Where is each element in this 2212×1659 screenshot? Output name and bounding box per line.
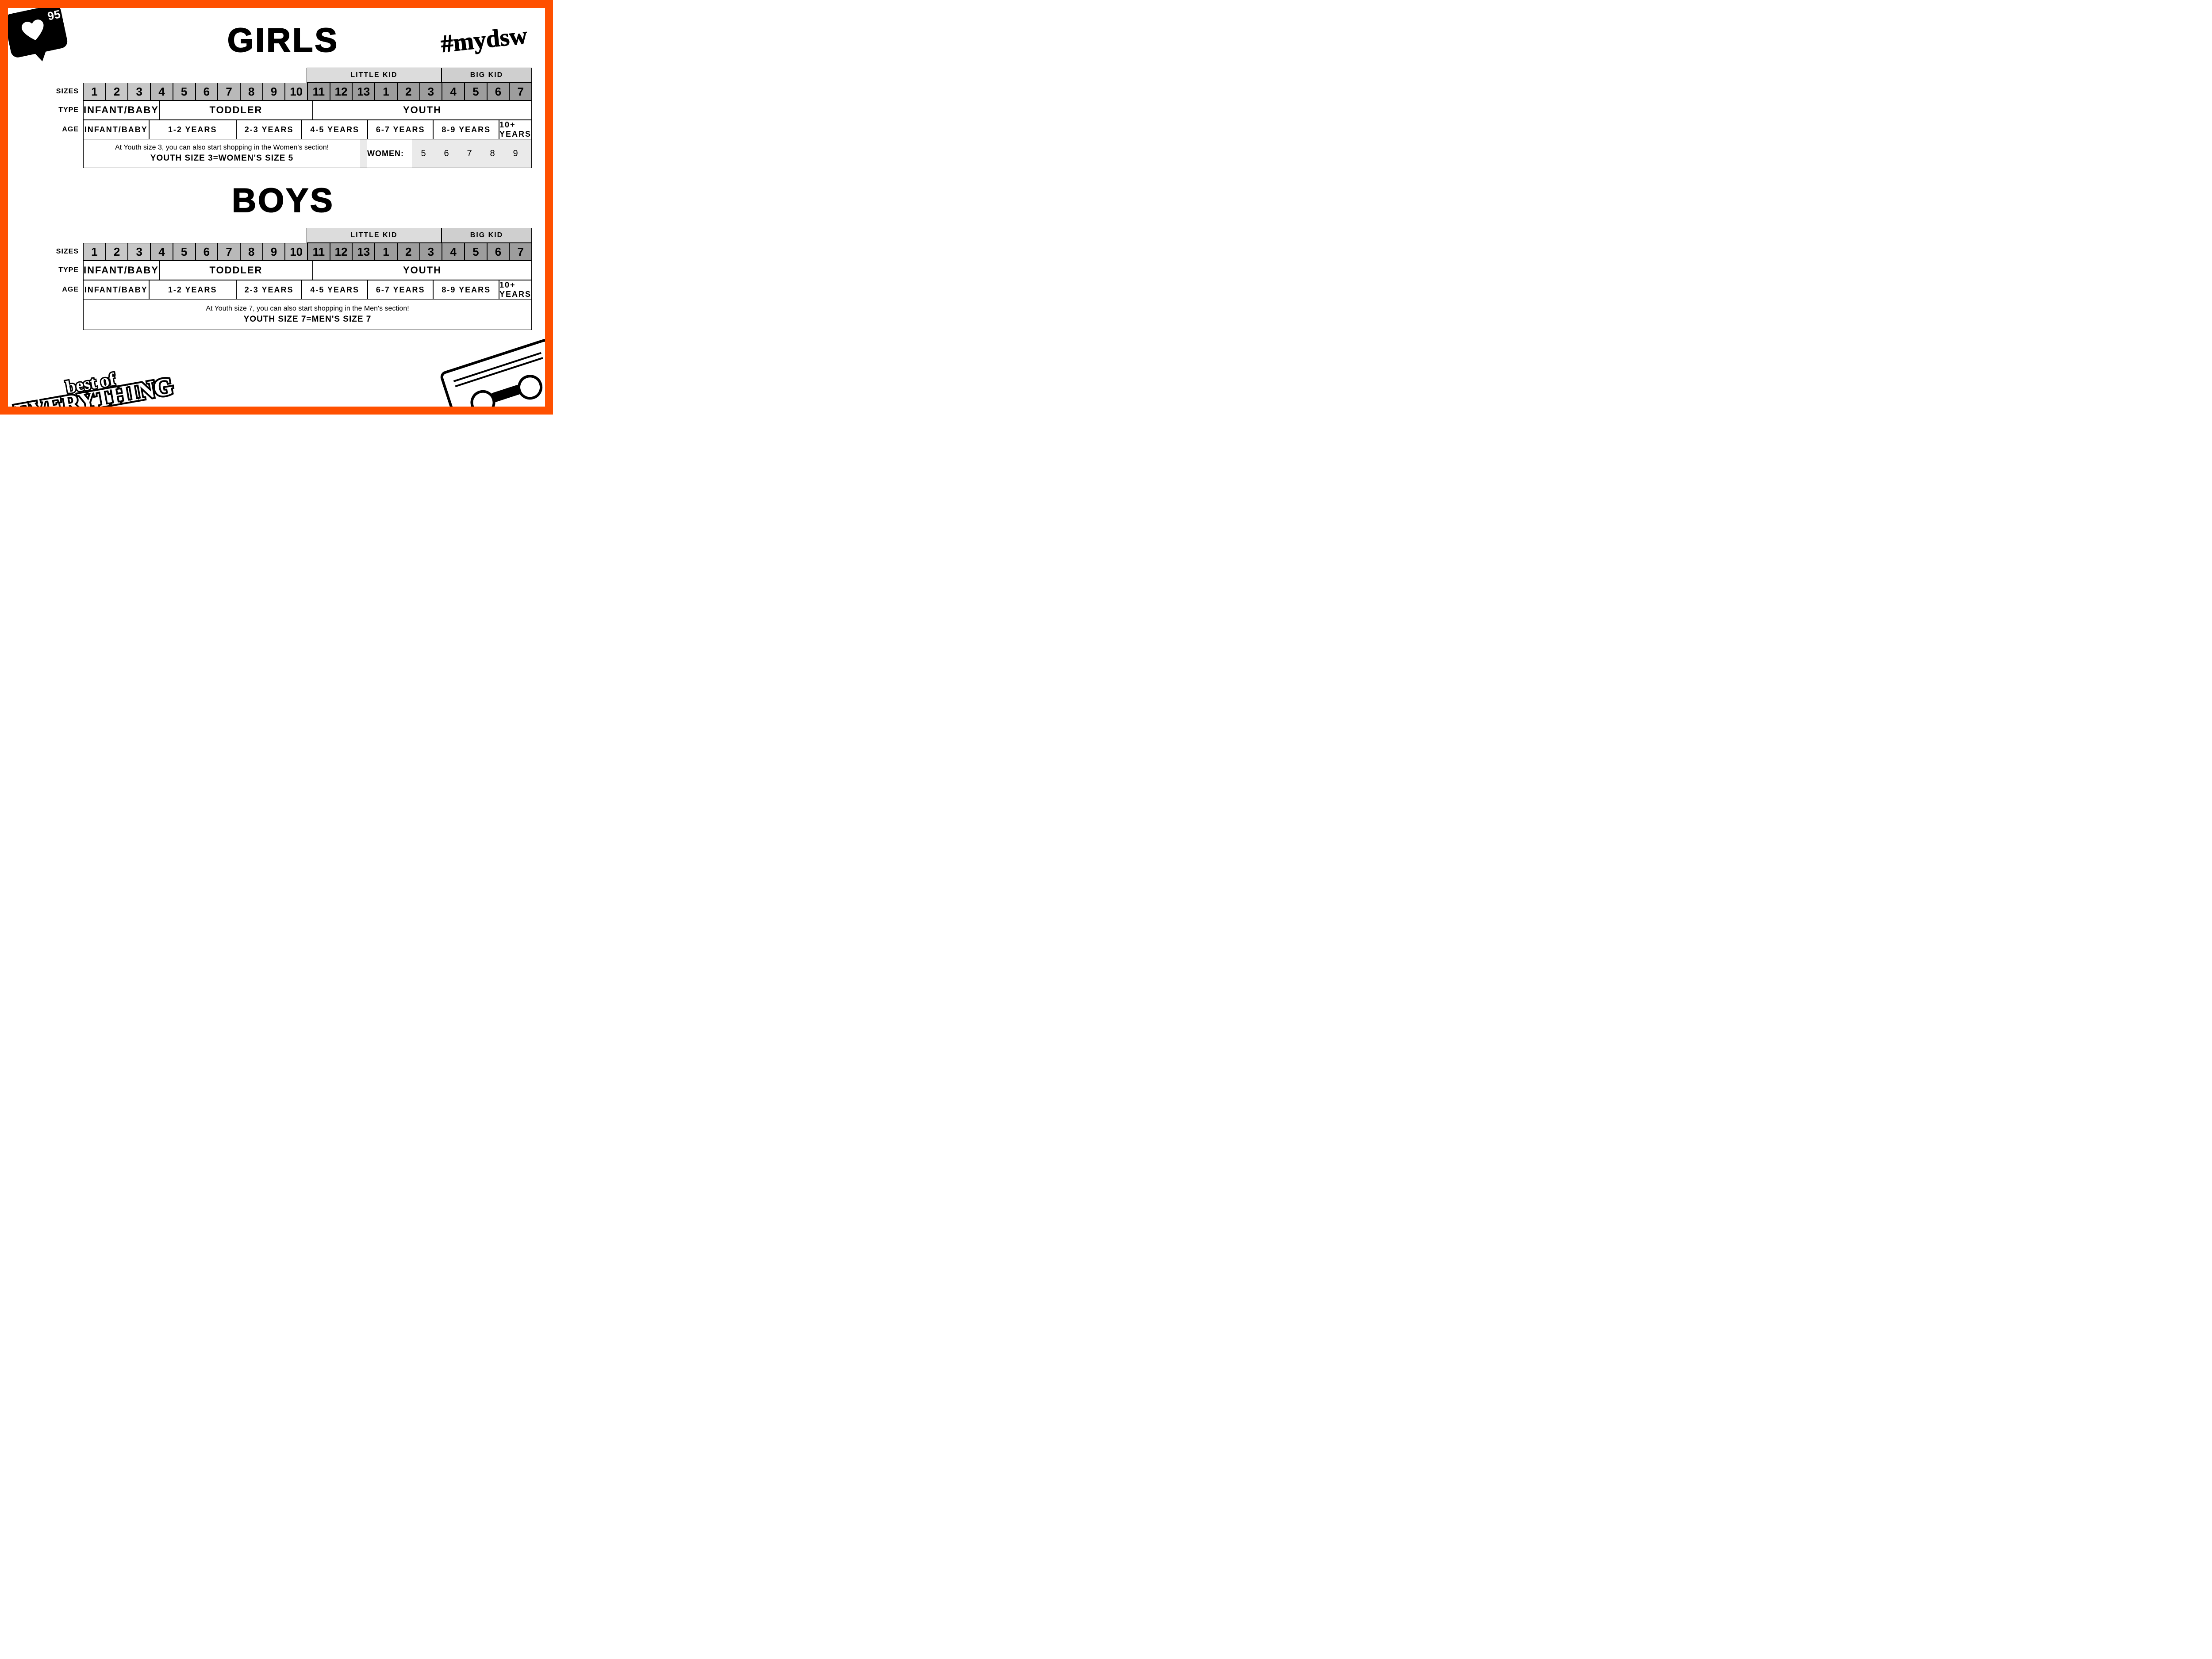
size-cell: 4: [442, 243, 465, 261]
women-size-cell: 7: [458, 149, 481, 159]
best-of-everything-sticker: best of EVERYTHING: [11, 362, 174, 415]
boys-chart: LITTLE KIDBIG KIDSIZES123456789101112131…: [35, 228, 532, 330]
sizes-label: SIZES: [35, 243, 83, 261]
boys-title: BOYS: [35, 181, 532, 220]
age-cell: INFANT/BABY: [83, 280, 149, 300]
size-cell: 4: [150, 83, 173, 100]
girls-chart: LITTLE KIDBIG KIDSIZES123456789101112131…: [35, 68, 532, 168]
sizes-label: SIZES: [35, 83, 83, 100]
age-cell: INFANT/BABY: [83, 120, 149, 139]
age-cell: 1-2 YEARS: [149, 120, 236, 139]
size-cell: 7: [218, 83, 240, 100]
charts-container: GIRLS LITTLE KIDBIG KIDSIZES123456789101…: [35, 17, 532, 343]
size-cell: 12: [330, 243, 353, 261]
size-cell: 6: [487, 83, 510, 100]
kid-header-row: LITTLE KIDBIG KID: [35, 228, 532, 243]
note-text-block: At Youth size 3, you can also start shop…: [84, 139, 360, 168]
size-cell: 5: [465, 243, 487, 261]
type-row: TYPEINFANT/BABYTODDLERYOUTH: [35, 100, 532, 120]
age-cell: 10+ YEARS: [499, 120, 532, 139]
size-cell: 2: [106, 83, 128, 100]
size-cell: 5: [173, 243, 196, 261]
note-row: At Youth size 7, you can also start shop…: [35, 300, 532, 330]
size-cell: 13: [352, 243, 375, 261]
size-cell: 6: [487, 243, 510, 261]
type-label: TYPE: [35, 100, 83, 120]
women-size-cell: 5: [412, 149, 435, 159]
girls-title: GIRLS: [35, 21, 532, 60]
size-cell: 7: [218, 243, 240, 261]
age-cell: 2-3 YEARS: [236, 120, 302, 139]
size-cell: 3: [128, 83, 150, 100]
size-cell: 6: [196, 243, 218, 261]
age-cell: 6-7 YEARS: [368, 120, 434, 139]
type-cell: TODDLER: [159, 100, 313, 120]
little-kid-header: LITTLE KID: [307, 228, 442, 243]
kid-header-row: LITTLE KIDBIG KID: [35, 68, 532, 83]
size-cell: 3: [420, 83, 442, 100]
size-cell: 5: [173, 83, 196, 100]
size-cell: 1: [83, 83, 106, 100]
age-cell: 8-9 YEARS: [433, 280, 499, 300]
note-text-block: At Youth size 7, you can also start shop…: [84, 300, 531, 330]
women-sizes-block: WOMEN:56789: [360, 139, 531, 168]
age-cell: 2-3 YEARS: [236, 280, 302, 300]
big-kid-header: BIG KID: [442, 228, 532, 243]
size-cell: 1: [375, 83, 397, 100]
type-cell: INFANT/BABY: [83, 100, 159, 120]
size-cell: 4: [150, 243, 173, 261]
size-chart-frame: 95 #mydsw best of EVERYTHING GIRLS LITTL…: [0, 0, 553, 415]
size-cell: 1: [83, 243, 106, 261]
size-cell: 10: [285, 83, 307, 100]
size-cell: 2: [397, 243, 420, 261]
women-size-cell: 9: [504, 149, 527, 159]
age-row: AGEINFANT/BABY1-2 YEARS2-3 YEARS4-5 YEAR…: [35, 280, 532, 300]
age-row: AGEINFANT/BABY1-2 YEARS2-3 YEARS4-5 YEAR…: [35, 120, 532, 139]
size-cell: 3: [128, 243, 150, 261]
size-cell: 8: [240, 83, 263, 100]
women-label: WOMEN:: [367, 139, 412, 168]
big-kid-header: BIG KID: [442, 68, 532, 83]
size-cell: 9: [263, 83, 285, 100]
age-cell: 4-5 YEARS: [302, 120, 368, 139]
size-cell: 5: [465, 83, 487, 100]
size-cell: 11: [307, 83, 330, 100]
type-cell: INFANT/BABY: [83, 261, 159, 280]
age-label: AGE: [35, 280, 83, 300]
age-cell: 6-7 YEARS: [368, 280, 434, 300]
age-cell: 1-2 YEARS: [149, 280, 236, 300]
size-cell: 7: [509, 243, 532, 261]
size-cell: 8: [240, 243, 263, 261]
size-cell: 13: [352, 83, 375, 100]
women-size-cell: 6: [435, 149, 458, 159]
size-cell: 9: [263, 243, 285, 261]
size-cell: 1: [375, 243, 397, 261]
size-cell: 4: [442, 83, 465, 100]
sizes-row: SIZES123456789101112131234567: [35, 243, 532, 261]
type-cell: YOUTH: [313, 261, 532, 280]
age-cell: 10+ YEARS: [499, 280, 532, 300]
type-cell: YOUTH: [313, 100, 532, 120]
size-cell: 10: [285, 243, 307, 261]
age-cell: 4-5 YEARS: [302, 280, 368, 300]
type-cell: TODDLER: [159, 261, 313, 280]
note-row: At Youth size 3, you can also start shop…: [35, 139, 532, 168]
size-cell: 11: [307, 243, 330, 261]
size-cell: 7: [509, 83, 532, 100]
size-cell: 12: [330, 83, 353, 100]
little-kid-header: LITTLE KID: [307, 68, 442, 83]
age-label: AGE: [35, 120, 83, 139]
type-label: TYPE: [35, 261, 83, 280]
sizes-row: SIZES123456789101112131234567: [35, 83, 532, 100]
size-cell: 3: [420, 243, 442, 261]
cassette-icon: [439, 338, 553, 415]
women-size-cell: 8: [481, 149, 504, 159]
age-cell: 8-9 YEARS: [433, 120, 499, 139]
size-cell: 2: [106, 243, 128, 261]
size-cell: 2: [397, 83, 420, 100]
size-cell: 6: [196, 83, 218, 100]
type-row: TYPEINFANT/BABYTODDLERYOUTH: [35, 261, 532, 280]
